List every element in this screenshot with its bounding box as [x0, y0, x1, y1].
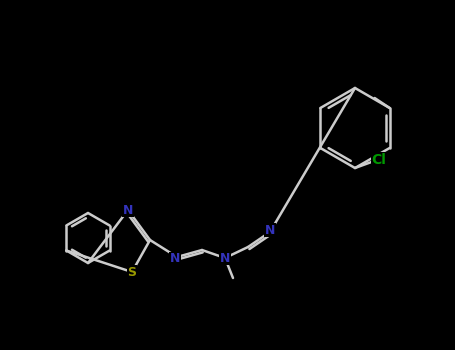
Text: N: N: [170, 252, 180, 266]
Text: N: N: [123, 203, 133, 217]
Text: S: S: [127, 266, 136, 279]
Text: N: N: [220, 252, 230, 265]
Text: Cl: Cl: [372, 153, 386, 167]
Text: N: N: [265, 224, 275, 237]
